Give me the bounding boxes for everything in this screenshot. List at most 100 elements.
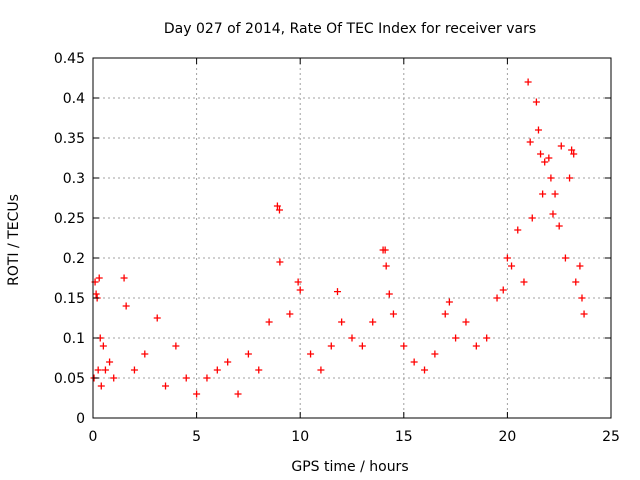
data-point <box>462 318 470 326</box>
data-point <box>555 222 563 230</box>
x-tick-label: 15 <box>395 429 413 445</box>
data-point <box>400 342 408 350</box>
data-point <box>92 290 100 298</box>
x-tick-label: 25 <box>602 429 620 445</box>
grid-lines <box>93 58 611 418</box>
data-point <box>566 174 574 182</box>
y-tick-label: 0.35 <box>54 131 85 147</box>
data-point <box>410 358 418 366</box>
data-point <box>203 374 211 382</box>
data-point <box>255 366 263 374</box>
data-point <box>385 290 393 298</box>
data-point <box>273 202 281 210</box>
data-point <box>472 342 480 350</box>
data-point <box>224 358 232 366</box>
data-point <box>431 350 439 358</box>
y-tick-label: 0 <box>76 411 85 427</box>
y-tick-label: 0.2 <box>63 251 85 267</box>
data-point <box>307 350 315 358</box>
data-point <box>568 146 576 154</box>
data-point <box>524 78 532 86</box>
data-point <box>545 154 553 162</box>
axis-ticks: 0 0.05 0.1 0.15 0.2 0.25 0.3 0.35 0.4 0.45 0 5 10 15 2… <box>54 51 620 445</box>
data-point <box>547 174 555 182</box>
x-tick-label: 20 <box>498 429 516 445</box>
data-point <box>234 390 242 398</box>
y-tick-label: 0.1 <box>63 331 85 347</box>
data-point <box>493 294 501 302</box>
data-point <box>537 150 545 158</box>
data-point <box>539 190 547 198</box>
data-point <box>421 366 429 374</box>
chart-title: Day 027 of 2014, Rate Of TEC Index for r… <box>164 21 536 37</box>
data-point <box>275 206 283 214</box>
data-point <box>244 350 252 358</box>
data-point <box>153 314 161 322</box>
y-axis-label: ROTI / TECUs <box>6 194 22 286</box>
data-point <box>294 278 302 286</box>
data-point <box>526 138 534 146</box>
data-point <box>369 318 377 326</box>
data-point <box>514 226 522 234</box>
data-point <box>130 366 138 374</box>
data-point <box>580 310 588 318</box>
x-tick-label: 0 <box>89 429 98 445</box>
data-point <box>141 350 149 358</box>
data-point <box>276 258 284 266</box>
x-axis-label: GPS time / hours <box>291 459 408 475</box>
data-point <box>286 310 294 318</box>
data-point <box>503 254 511 262</box>
data-point <box>520 278 528 286</box>
data-point <box>541 158 549 166</box>
data-point <box>441 310 449 318</box>
data-point <box>172 342 180 350</box>
data-point <box>445 298 453 306</box>
data-point <box>296 286 304 294</box>
data-point <box>122 302 130 310</box>
data-point <box>551 190 559 198</box>
data-point <box>120 274 128 282</box>
data-point <box>358 342 366 350</box>
data-point <box>532 98 540 106</box>
data-point <box>106 358 114 366</box>
y-tick-label: 0.15 <box>54 291 85 307</box>
y-tick-label: 0.4 <box>63 91 85 107</box>
data-point <box>193 390 201 398</box>
data-point <box>549 210 557 218</box>
data-point <box>382 262 390 270</box>
data-point <box>576 262 584 270</box>
x-tick-label: 5 <box>192 429 201 445</box>
y-tick-label: 0.45 <box>54 51 85 67</box>
data-point <box>338 318 346 326</box>
data-point <box>182 374 190 382</box>
data-point <box>333 288 341 296</box>
data-point <box>557 142 565 150</box>
data-point <box>348 334 356 342</box>
data-point <box>97 382 105 390</box>
data-point <box>483 334 491 342</box>
data-point <box>95 274 103 282</box>
data-point <box>528 214 536 222</box>
data-point <box>101 366 109 374</box>
data-point <box>499 286 507 294</box>
data-point <box>381 246 389 254</box>
data-point <box>110 374 118 382</box>
y-tick-label: 0.3 <box>63 171 85 187</box>
data-point <box>572 278 580 286</box>
data-point <box>213 366 221 374</box>
y-tick-label: 0.25 <box>54 211 85 227</box>
data-point <box>570 150 578 158</box>
data-points <box>90 78 588 398</box>
y-tick-label: 0.05 <box>54 371 85 387</box>
data-point <box>99 342 107 350</box>
data-point <box>327 342 335 350</box>
data-point <box>508 262 516 270</box>
data-point <box>561 254 569 262</box>
data-point <box>162 382 170 390</box>
data-point <box>265 318 273 326</box>
data-point <box>389 310 397 318</box>
data-point <box>452 334 460 342</box>
data-point <box>578 294 586 302</box>
data-point <box>317 366 325 374</box>
